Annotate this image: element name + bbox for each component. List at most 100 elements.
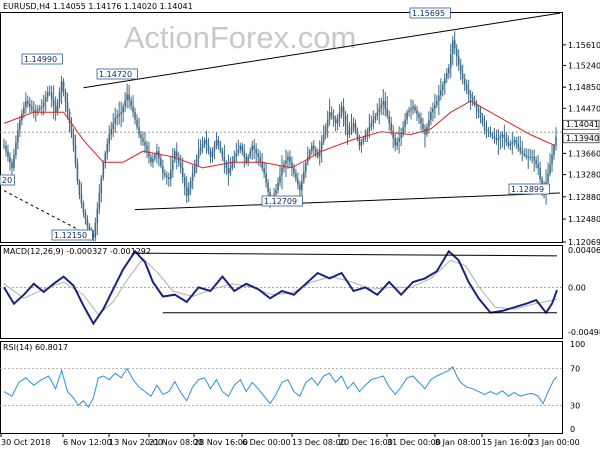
candle-body <box>525 154 528 157</box>
candle-body <box>203 140 206 144</box>
x-tick-label: 13 Nov 20:00 <box>109 438 163 447</box>
candle-body <box>374 115 377 120</box>
candle-body <box>146 145 148 152</box>
candle-body <box>533 156 535 161</box>
candle-body <box>312 145 315 150</box>
candle-body <box>438 95 440 102</box>
candle-body <box>154 154 156 159</box>
candle-body <box>370 123 373 128</box>
candle-body <box>60 81 63 92</box>
candle-body <box>108 134 111 144</box>
candle-body <box>249 151 252 157</box>
callout-label: 20 <box>2 176 12 185</box>
candle-body <box>501 134 504 137</box>
candle-body <box>48 92 51 94</box>
candle-body <box>235 153 238 157</box>
candle-body <box>402 127 404 135</box>
candle-body <box>392 130 394 139</box>
candle-body <box>44 97 47 102</box>
candle-body <box>499 136 502 139</box>
macd-pane-frame <box>0 245 563 339</box>
candle-body <box>328 112 331 120</box>
x-tick-label: 8 Jan 08:00 <box>435 438 481 447</box>
candle-body <box>29 103 31 107</box>
candle-body <box>285 160 287 165</box>
candle-body <box>322 134 325 142</box>
x-tick-label: 30 Oct 2018 <box>1 438 50 447</box>
candle-body <box>66 102 69 113</box>
x-tick-label: 20 Dec 16:00 <box>339 438 393 447</box>
candle-body <box>440 89 442 96</box>
candle-body <box>493 136 496 139</box>
candle-body <box>124 100 126 107</box>
candle-body <box>193 166 196 174</box>
candle-body <box>515 140 518 144</box>
candle-body <box>263 167 265 174</box>
macd-y-tick-label: 0.004069 <box>568 246 600 255</box>
candle-body <box>118 114 120 116</box>
candle-body <box>62 81 65 92</box>
candle-body <box>227 167 230 174</box>
candle-body <box>388 115 391 124</box>
candle-body <box>116 115 118 118</box>
candle-body <box>459 64 462 74</box>
candle-body <box>140 134 142 139</box>
macd-signal-line <box>3 257 558 316</box>
callout-box <box>261 195 303 207</box>
candle-body <box>3 145 5 147</box>
candle-body <box>447 67 450 74</box>
candle-body <box>46 92 49 98</box>
candle-body <box>134 112 136 120</box>
candle-body <box>259 156 261 163</box>
candle-body <box>342 106 345 116</box>
candle-body <box>120 112 122 115</box>
candle-body <box>434 104 436 109</box>
candle-body <box>239 145 242 150</box>
candle-body <box>243 151 246 157</box>
candle-body <box>471 97 474 102</box>
candle-body <box>70 123 73 135</box>
candle-body <box>366 130 369 135</box>
price-tag-box <box>562 119 600 130</box>
candle-body <box>209 151 212 157</box>
candle-body <box>303 171 305 181</box>
candle-body <box>453 40 456 49</box>
candles <box>3 31 557 242</box>
candle-body <box>489 132 492 135</box>
candle-body <box>483 123 486 129</box>
candle-body <box>469 93 472 98</box>
candle-body <box>338 112 341 118</box>
candle-body <box>380 104 383 109</box>
y-tick-label: 1.13660 <box>568 149 600 158</box>
candle-body <box>418 114 420 118</box>
rsi-y-tick-label: 30 <box>570 401 580 410</box>
candle-body <box>156 151 158 155</box>
callout-box <box>21 53 63 65</box>
y-tick-label: 1.15610 <box>568 41 600 50</box>
callout-box <box>0 174 15 186</box>
candle-body <box>368 127 371 131</box>
candle-body <box>166 175 168 178</box>
watermark-text: ActionForex.com <box>124 20 357 55</box>
candle-body <box>76 163 79 182</box>
candle-body <box>98 193 101 209</box>
candle-body <box>94 223 97 238</box>
candle-body <box>475 104 478 109</box>
candle-body <box>485 128 488 131</box>
candle-body <box>382 101 385 105</box>
x-tick-label: 15 Jan 16:00 <box>482 438 533 447</box>
callout-box <box>51 229 93 241</box>
candle-body <box>171 160 174 170</box>
candle-body <box>497 138 500 141</box>
candle-body <box>535 160 537 165</box>
candle-body <box>36 109 39 111</box>
candle-body <box>346 125 349 135</box>
candle-body <box>299 184 301 191</box>
candle-body <box>84 212 87 220</box>
candle-body <box>19 120 21 130</box>
candle-body <box>386 108 389 116</box>
candle-body <box>430 112 432 120</box>
candle-body <box>58 91 61 103</box>
candle-body <box>64 91 67 103</box>
